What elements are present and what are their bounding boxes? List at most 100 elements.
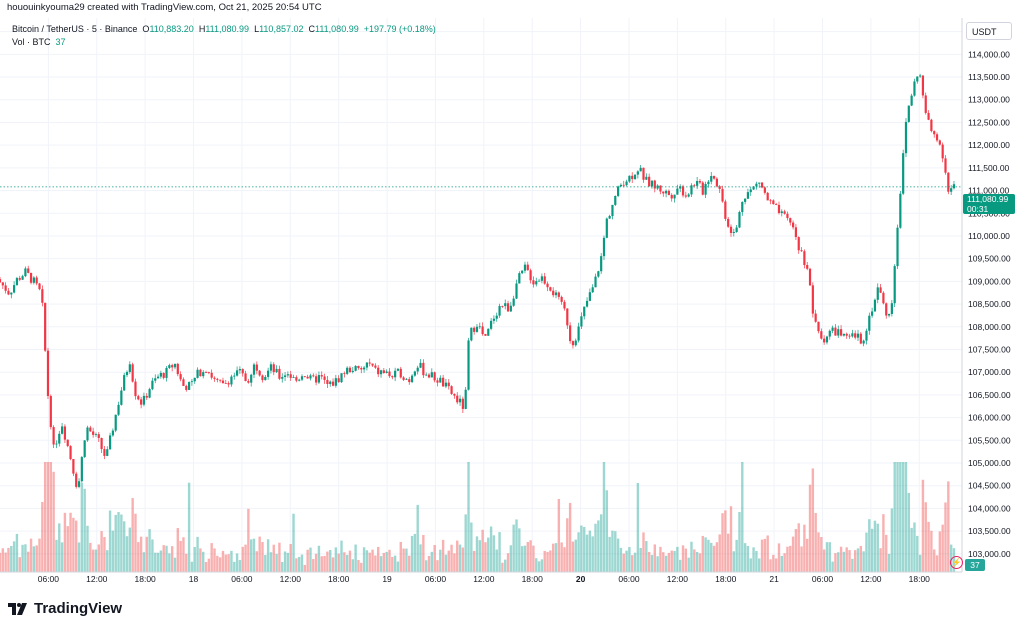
time-axis[interactable]: 06:00 12:00 18:00 18 06:00 12:00 18:00 19 06:00 1… <box>38 574 930 584</box>
candle-body <box>839 329 843 336</box>
candle-body <box>267 370 270 377</box>
volume-bar <box>199 548 202 572</box>
candle-body <box>89 427 92 432</box>
volume-value: 37 <box>55 37 66 47</box>
candle-body <box>718 186 721 189</box>
candle-body <box>430 372 433 378</box>
volume-bar <box>766 535 769 572</box>
volume-bar <box>673 550 676 572</box>
candle-body <box>224 383 227 384</box>
volume-bar <box>647 551 651 572</box>
volume-bar <box>758 558 761 572</box>
candle-body <box>489 320 493 329</box>
price-axis[interactable]: 103,000.00 103,500.00 104,000.00 104,500.00… <box>968 27 1011 559</box>
candle-body <box>617 186 620 196</box>
candle-body <box>442 377 445 387</box>
candle-body <box>696 181 699 186</box>
candle-body <box>385 371 388 374</box>
volume-bar <box>817 532 820 572</box>
volume-bar <box>839 546 843 572</box>
candle-body <box>952 184 956 189</box>
volume-bar <box>808 484 812 572</box>
volume-bar <box>633 552 637 572</box>
volume-bar <box>518 528 521 572</box>
volume-bar <box>334 547 338 572</box>
volume-bar <box>385 551 388 572</box>
time-tick-label: 12:00 <box>667 574 689 584</box>
price-tick-label: 112,500.00 <box>968 117 1010 127</box>
candle-body <box>365 362 369 368</box>
symbol-name[interactable]: Bitcoin / TetherUS · 5 · Binance <box>12 24 138 34</box>
candle-body <box>608 216 611 219</box>
candle-body <box>667 190 671 195</box>
volume-bar <box>120 514 123 572</box>
candle-body <box>879 287 882 293</box>
volume-bar <box>947 481 950 572</box>
currency-selector[interactable]: USDT <box>966 22 1012 40</box>
candle-body <box>913 81 916 96</box>
candle-body <box>312 375 315 377</box>
volume-bar <box>32 546 36 572</box>
candle-body <box>523 264 527 271</box>
volume-bar <box>416 504 419 572</box>
candle-body <box>664 190 668 194</box>
volume-bar <box>41 501 44 572</box>
price-tick-label: 107,000.00 <box>968 367 1011 377</box>
candle-body <box>625 181 628 186</box>
candle-body <box>546 283 549 288</box>
volume-label[interactable]: Vol · BTC <box>12 37 51 47</box>
candle-body <box>597 271 600 277</box>
open-label: O <box>142 24 150 34</box>
volume-bar <box>343 552 346 572</box>
lightning-icon[interactable]: ⚡ <box>950 556 963 569</box>
candle-body <box>746 192 750 199</box>
candle-body <box>498 305 501 316</box>
volume-bar <box>297 556 301 572</box>
candle-body <box>537 280 541 282</box>
volume-bar <box>738 512 741 572</box>
volume-bar <box>560 542 563 572</box>
candle-body <box>241 369 244 374</box>
candle-body <box>571 341 575 346</box>
candle-body <box>752 186 755 190</box>
candle-body <box>334 378 337 386</box>
candle-body <box>933 131 936 135</box>
change-value: +197.79 (+0.18%) <box>363 24 436 34</box>
volume-tag: 37 <box>965 559 985 571</box>
price-candles[interactable] <box>0 73 956 489</box>
volume-bar <box>185 553 188 572</box>
volume-bar <box>461 547 465 572</box>
candle-body <box>563 301 566 309</box>
volume-bar <box>7 547 10 572</box>
volume-bar <box>202 551 205 572</box>
candle-body <box>749 189 752 193</box>
price-tick-label: 109,000.00 <box>968 276 1011 286</box>
candle-body <box>823 338 826 343</box>
candle-body <box>540 276 543 281</box>
candle-body <box>735 227 738 232</box>
price-tick-label: 106,000.00 <box>968 413 1011 423</box>
candle-body <box>44 302 47 351</box>
candle-body <box>315 376 318 383</box>
volume-bar <box>275 553 278 572</box>
volume-bar <box>182 537 185 572</box>
candle-body <box>910 95 913 106</box>
volume-bar <box>230 550 233 572</box>
volume-bar <box>35 545 38 572</box>
candle-body <box>123 375 126 391</box>
volume-bar <box>523 545 527 572</box>
volume-bar <box>125 536 129 572</box>
volume-bar <box>667 552 671 572</box>
candle-body <box>585 300 589 307</box>
volume-bar <box>196 536 199 572</box>
candle-body <box>49 395 52 428</box>
candle-body <box>450 386 453 394</box>
candle-body <box>182 379 185 386</box>
volume-bar <box>29 538 33 572</box>
volume-bar <box>249 539 253 572</box>
volume-bar <box>870 528 874 572</box>
volume-bar <box>851 558 854 572</box>
volume-bar <box>543 550 546 572</box>
candle-body <box>944 158 947 173</box>
